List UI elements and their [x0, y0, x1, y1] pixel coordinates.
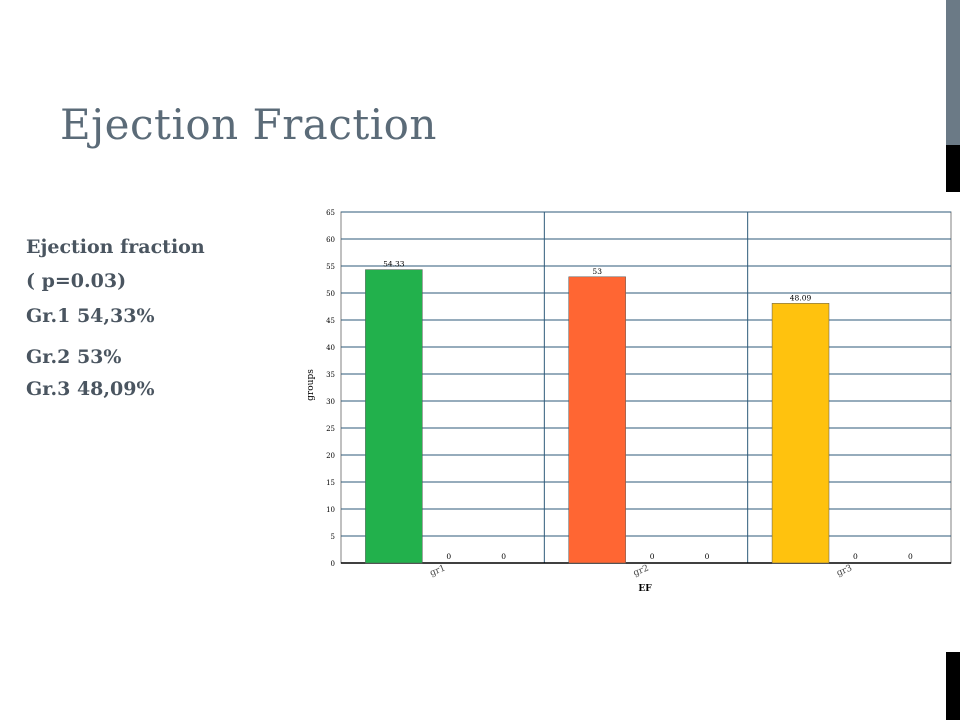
stats-line-1: Ejection fraction [26, 236, 205, 258]
x-axis-label: EF [638, 584, 652, 594]
data-label-gr2-s3: 0 [705, 552, 710, 561]
y-tick-label-6: 30 [326, 398, 335, 406]
bar-gr2-s1 [568, 276, 626, 564]
y-tick-label-2: 10 [326, 506, 335, 514]
y-tick-label-10: 50 [326, 290, 335, 298]
stats-line-2: ( p=0.03) [26, 270, 127, 292]
grid-layer [340, 211, 952, 564]
y-tick-label-7: 35 [326, 371, 335, 379]
data-label-gr3-s3: 0 [908, 552, 913, 561]
bar-gr3-s1 [771, 303, 830, 564]
side-accent-block [946, 145, 960, 192]
y-tick-label-0: 0 [331, 560, 335, 568]
side-accent-block-bottom [946, 652, 960, 720]
slide-title: Ejection Fraction [60, 100, 437, 149]
data-label-gr1-s1: 54.33 [383, 260, 405, 269]
x-category-label-2: gr2 [632, 564, 650, 579]
y-tick-label-3: 15 [326, 479, 335, 487]
stats-line-5: Gr.3 48,09% [26, 378, 155, 400]
stats-line-3: Gr.1 54,33% [26, 305, 155, 327]
side-accent-bar [946, 0, 960, 145]
y-tick-label-12: 60 [326, 236, 335, 244]
y-tick-label-8: 40 [326, 344, 335, 352]
data-label-gr3-s2: 0 [853, 552, 858, 561]
y-axis-label: groups [306, 369, 316, 401]
data-label-gr3-s1: 48.09 [790, 293, 812, 302]
y-tick-label-5: 25 [326, 425, 335, 433]
y-tick-label-13: 65 [326, 209, 335, 217]
data-label-gr2-s2: 0 [650, 552, 655, 561]
bar-gr1-s1 [365, 269, 423, 564]
y-tick-label-1: 5 [331, 533, 335, 541]
y-tick-label-9: 45 [326, 317, 335, 325]
bar-layer [365, 269, 830, 564]
stats-line-4: Gr.2 53% [26, 346, 122, 368]
x-category-label-1: gr1 [429, 564, 447, 579]
data-label-gr2-s1: 53 [592, 267, 602, 276]
y-tick-label-4: 20 [326, 452, 335, 460]
data-label-gr1-s2: 0 [446, 552, 451, 561]
data-label-gr1-s3: 0 [501, 552, 506, 561]
plot-frame [340, 211, 952, 564]
y-tick-label-11: 55 [326, 263, 335, 271]
x-category-label-3: gr3 [835, 563, 854, 578]
